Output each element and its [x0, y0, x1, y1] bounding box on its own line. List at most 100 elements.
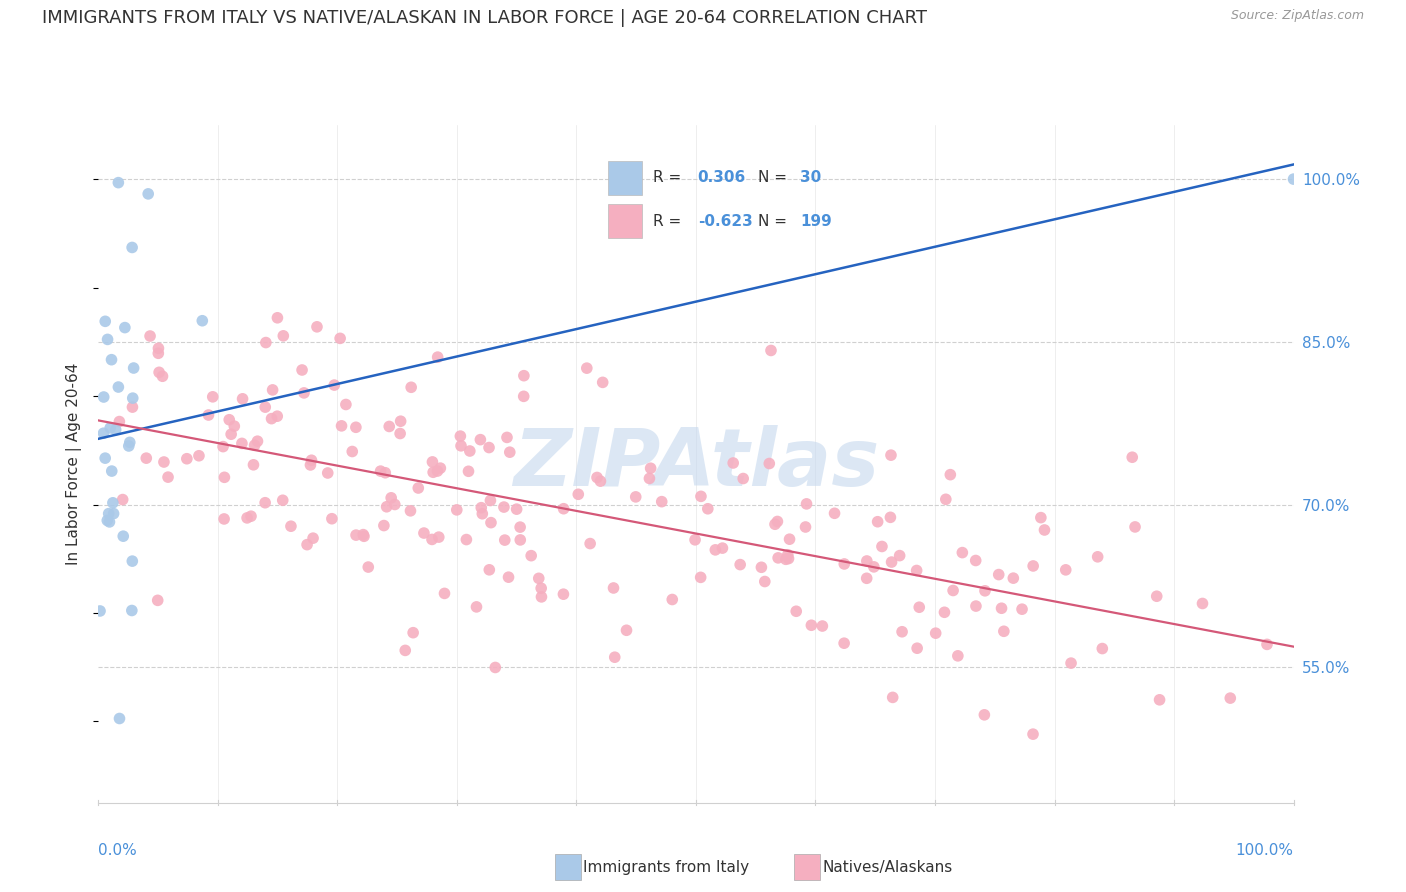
- Point: [266, 310, 288, 325]
- Point: [240, 509, 263, 524]
- Point: [316, 466, 339, 480]
- Point: [148, 365, 170, 379]
- Point: [796, 497, 818, 511]
- Point: [118, 435, 141, 450]
- Point: [243, 438, 266, 452]
- Point: [683, 533, 706, 547]
- Point: [108, 711, 131, 725]
- Point: [305, 319, 328, 334]
- Text: -0.623: -0.623: [697, 214, 752, 228]
- Point: [212, 440, 235, 454]
- Point: [254, 496, 277, 510]
- Bar: [609, 204, 643, 238]
- Point: [1191, 597, 1213, 611]
- Point: [93, 426, 115, 441]
- Point: [696, 501, 718, 516]
- Text: N =: N =: [758, 214, 792, 228]
- Point: [496, 430, 519, 444]
- Point: [292, 385, 315, 400]
- Point: [148, 341, 170, 355]
- Point: [1002, 571, 1025, 585]
- Point: [406, 481, 429, 495]
- Point: [505, 502, 527, 516]
- Point: [704, 542, 727, 557]
- Point: [776, 548, 799, 562]
- Point: [800, 618, 823, 632]
- Point: [224, 419, 246, 434]
- Point: [111, 492, 134, 507]
- Point: [330, 418, 353, 433]
- Point: [882, 690, 904, 705]
- Point: [470, 433, 492, 447]
- Point: [103, 507, 125, 521]
- Point: [118, 439, 141, 453]
- Point: [778, 551, 800, 566]
- Point: [754, 574, 776, 589]
- Point: [499, 445, 522, 459]
- Point: [1123, 520, 1146, 534]
- Point: [399, 504, 422, 518]
- Point: [357, 560, 380, 574]
- Point: [512, 389, 534, 403]
- Point: [766, 515, 789, 529]
- Point: [153, 455, 176, 469]
- Point: [107, 380, 129, 394]
- Point: [121, 603, 143, 617]
- Point: [1256, 637, 1278, 651]
- Point: [470, 500, 492, 515]
- Point: [98, 515, 121, 529]
- Point: [273, 328, 295, 343]
- Point: [785, 604, 807, 618]
- Point: [924, 626, 946, 640]
- Text: 30: 30: [800, 170, 821, 186]
- Point: [321, 512, 343, 526]
- Point: [530, 590, 553, 604]
- Point: [1219, 691, 1241, 706]
- Point: [721, 456, 744, 470]
- Point: [1146, 589, 1168, 603]
- Text: 199: 199: [800, 214, 832, 228]
- Text: Source: ZipAtlas.com: Source: ZipAtlas.com: [1230, 9, 1364, 22]
- Point: [107, 176, 129, 190]
- Point: [420, 533, 443, 547]
- Point: [689, 570, 711, 584]
- Point: [242, 458, 264, 472]
- Text: N =: N =: [758, 170, 792, 186]
- Point: [219, 427, 242, 442]
- Point: [880, 448, 903, 462]
- Point: [370, 464, 392, 478]
- Point: [987, 567, 1010, 582]
- Point: [1121, 450, 1143, 465]
- Point: [280, 519, 302, 533]
- Point: [811, 619, 834, 633]
- Point: [733, 471, 755, 485]
- Point: [905, 564, 928, 578]
- Point: [478, 563, 501, 577]
- Point: [494, 533, 516, 547]
- Point: [651, 494, 673, 508]
- Point: [603, 650, 626, 665]
- Point: [101, 496, 124, 510]
- Point: [262, 383, 284, 397]
- Bar: [609, 161, 643, 194]
- Point: [935, 492, 957, 507]
- Point: [465, 599, 488, 614]
- Point: [856, 554, 879, 568]
- Text: R =: R =: [652, 170, 686, 186]
- Point: [751, 560, 773, 574]
- Point: [794, 520, 817, 534]
- Point: [690, 489, 713, 503]
- Point: [380, 491, 402, 505]
- Point: [373, 518, 395, 533]
- Point: [254, 400, 277, 414]
- Point: [236, 511, 259, 525]
- Text: R =: R =: [652, 214, 686, 228]
- Point: [152, 369, 174, 384]
- Point: [374, 466, 396, 480]
- Point: [212, 512, 235, 526]
- Point: [965, 599, 987, 613]
- Point: [94, 314, 117, 328]
- Point: [553, 501, 575, 516]
- Point: [446, 503, 468, 517]
- Point: [879, 510, 901, 524]
